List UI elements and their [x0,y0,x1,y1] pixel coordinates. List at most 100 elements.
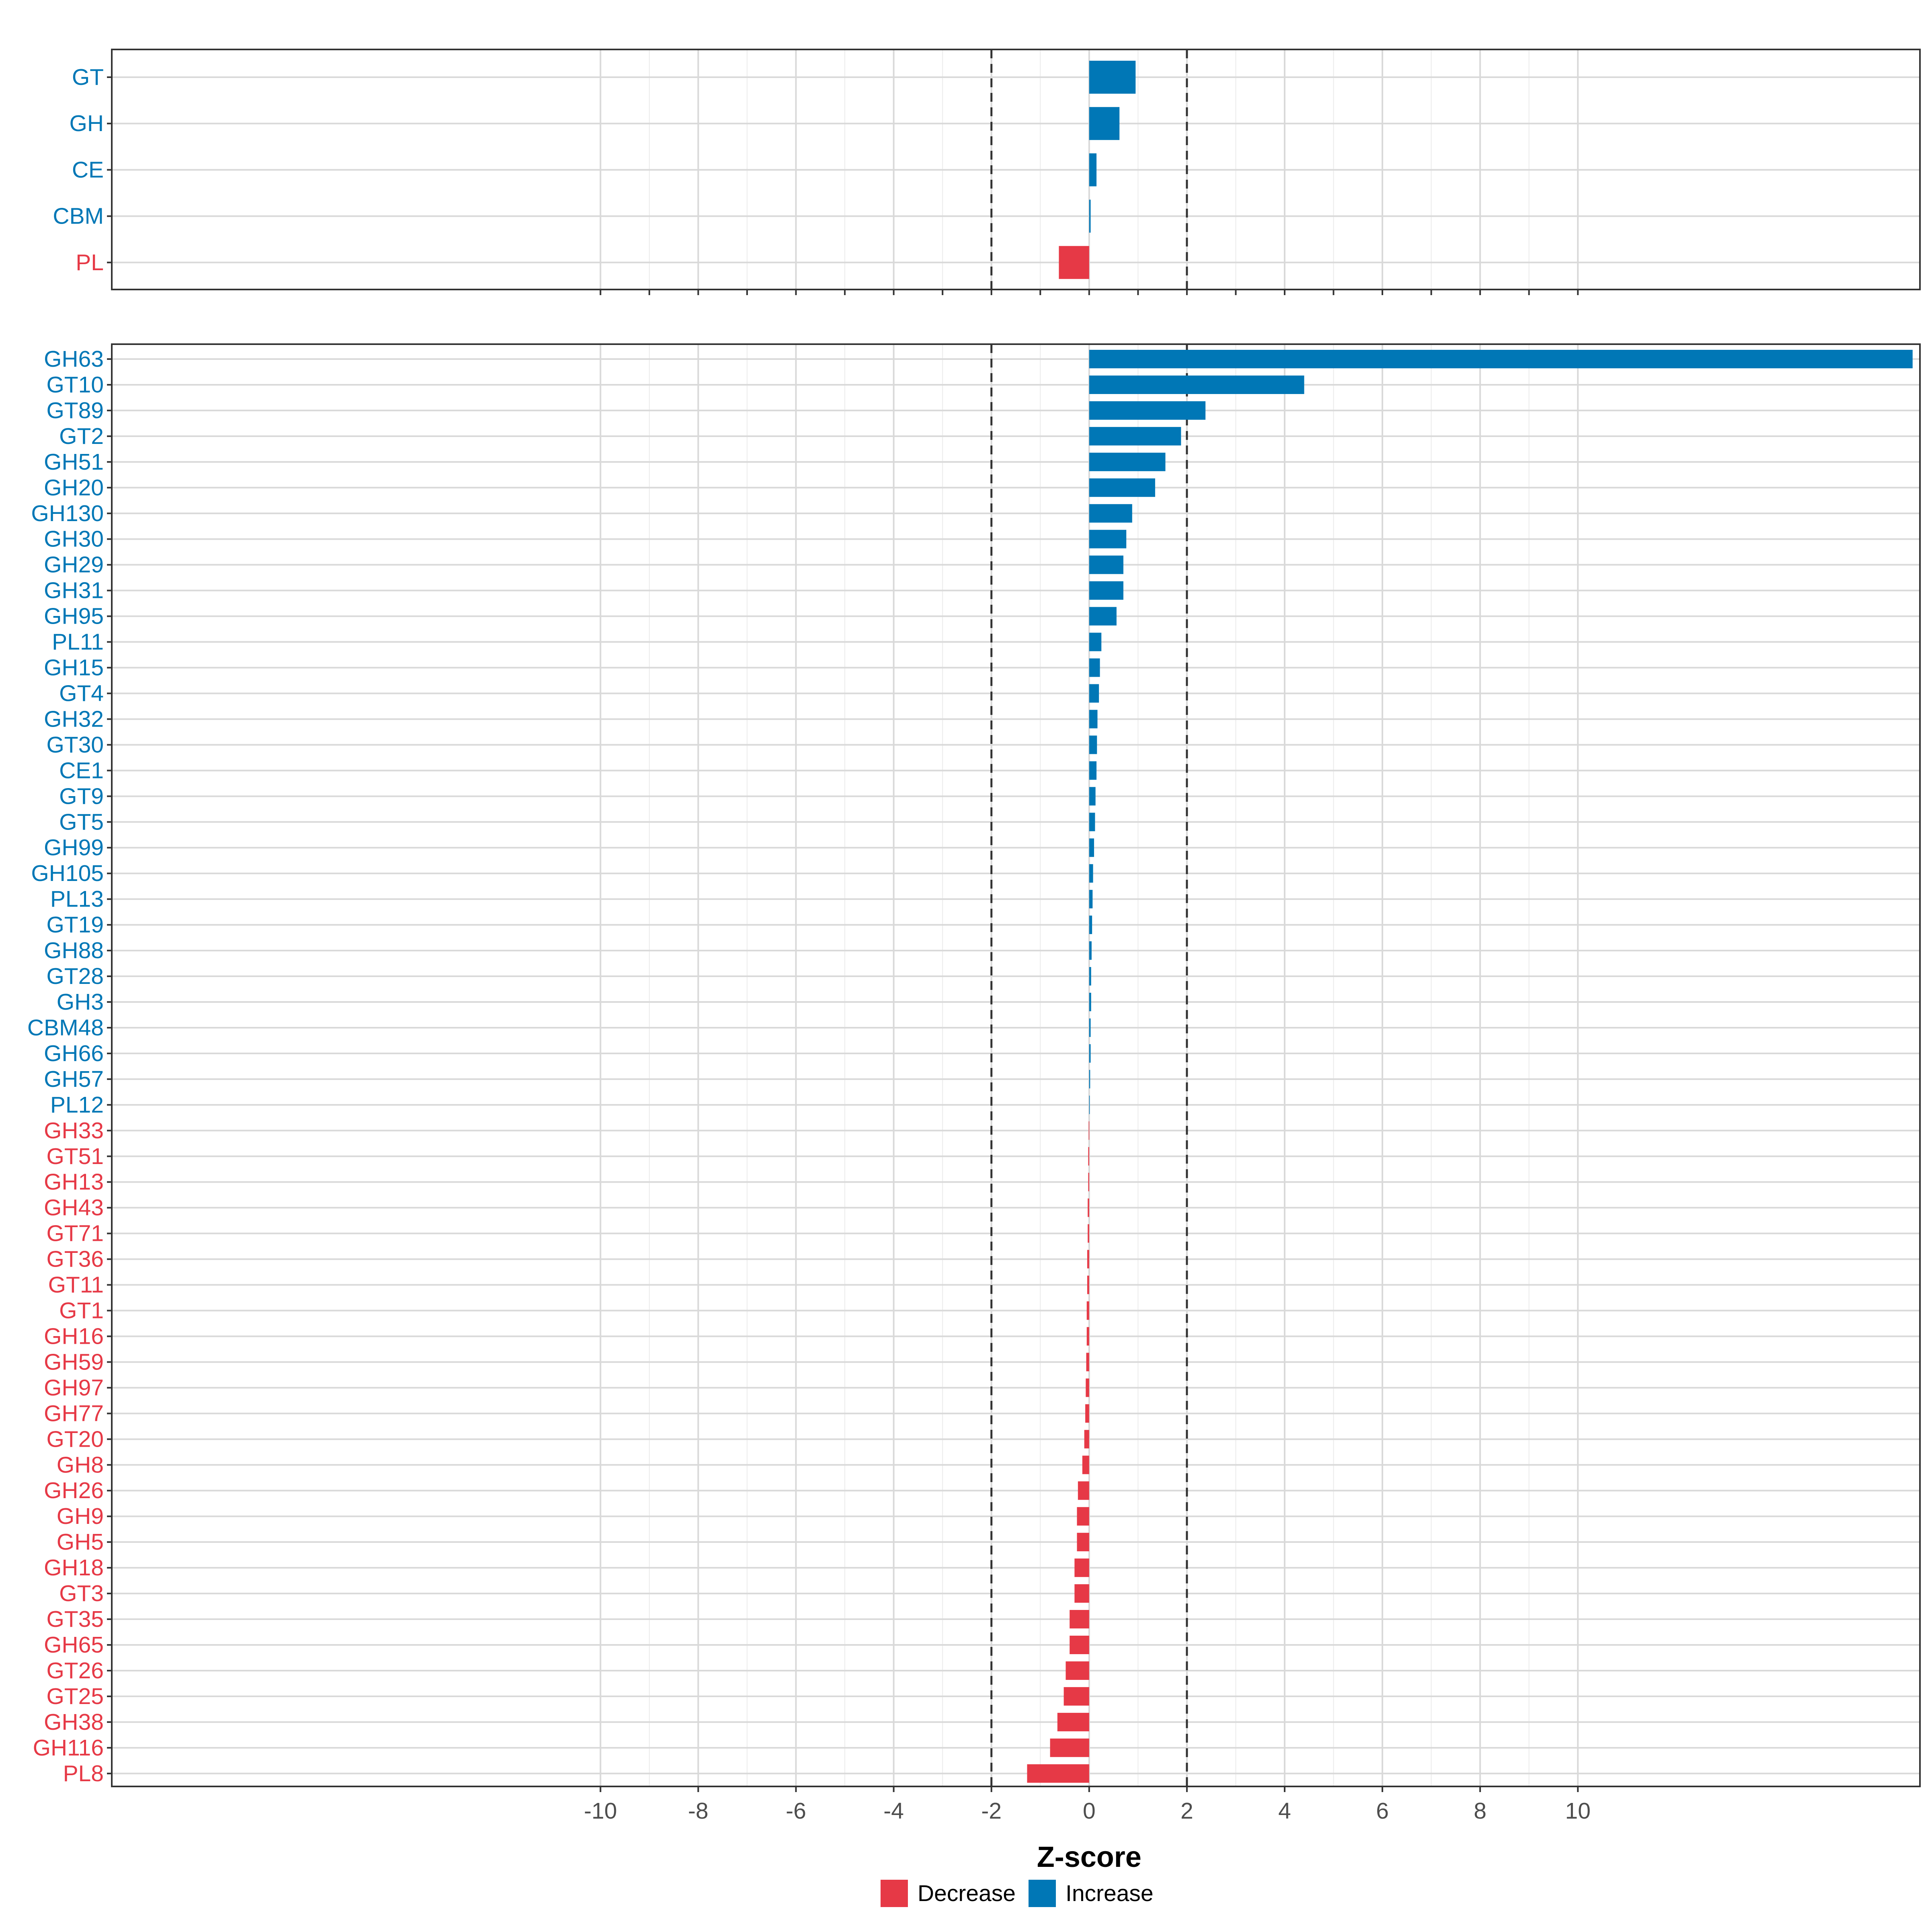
category-label-gh5: GH5 [57,1529,104,1555]
bar-gh99 [1089,838,1094,857]
category-label-gh20: GH20 [44,475,104,501]
panel-1-border [111,49,1921,290]
bar-gt26 [1066,1661,1089,1680]
category-label-gh116: GH116 [33,1735,104,1761]
category-label-gt26: GT26 [46,1658,104,1684]
bar-gh43 [1088,1198,1089,1217]
x-tick-label: -4 [883,1798,904,1824]
bar-gh65 [1070,1636,1089,1654]
category-label-cbm48: CBM48 [27,1015,104,1041]
category-label-gt20: GT20 [46,1426,104,1452]
category-label-gt30: GT30 [46,732,104,758]
category-label-gh99: GH99 [44,835,104,860]
category-label-gt89: GT89 [46,398,104,423]
bar-gt1 [1086,1301,1089,1320]
category-label-gt25: GT25 [46,1684,104,1709]
bar-gh66 [1089,1044,1091,1063]
bar-ce1 [1089,761,1097,780]
bar-ce [1089,153,1097,187]
legend-swatch-decrease [881,1880,908,1907]
category-label-gt10: GT10 [46,372,104,398]
category-label-gh105: GH105 [31,860,104,886]
panel-2-border [111,343,1921,1787]
category-label-gh59: GH59 [44,1349,104,1375]
category-label-gh95: GH95 [44,604,104,629]
bar-gt35 [1070,1610,1089,1629]
category-label-pl13: PL13 [50,886,104,912]
category-label-gh43: GH43 [44,1195,104,1221]
bar-gh31 [1089,581,1123,600]
x-tick-label: 4 [1278,1798,1291,1824]
category-label-gh29: GH29 [44,552,104,578]
category-label-gt36: GT36 [46,1246,104,1272]
category-label-gh8: GH8 [57,1452,104,1478]
bar-pl11 [1089,632,1102,651]
category-label-gh30: GH30 [44,526,104,552]
category-label-pl: PL [76,250,104,275]
bar-gh105 [1089,864,1093,883]
bar-gh88 [1089,941,1092,960]
category-label-gh130: GH130 [31,501,104,526]
category-label-gh26: GH26 [44,1478,104,1503]
x-tick-label: -8 [688,1798,708,1824]
bar-gh8 [1082,1456,1089,1474]
x-tick-label: 2 [1181,1798,1193,1824]
category-label-gt11: GT11 [48,1272,104,1298]
bar-gh59 [1086,1353,1089,1371]
bar-gh30 [1089,530,1127,548]
bar-gh3 [1089,993,1091,1011]
bar-gt51 [1088,1147,1089,1166]
category-label-gh63: GH63 [44,346,104,372]
bar-gh16 [1086,1327,1089,1346]
category-label-gt5: GT5 [59,809,104,835]
category-label-gh: GH [70,111,104,136]
category-label-gh18: GH18 [44,1555,104,1581]
bar-gh29 [1089,555,1123,574]
x-tick-label: 10 [1565,1798,1591,1824]
x-tick-label: -10 [584,1798,617,1824]
bar-gh51 [1089,452,1166,471]
category-label-pl11: PL11 [52,629,104,655]
bar-gh33 [1088,1121,1090,1140]
bar-gh116 [1050,1738,1089,1757]
bar-pl8 [1027,1764,1089,1783]
bar-gt30 [1089,735,1097,754]
category-label-gt: GT [72,64,104,90]
category-label-gh57: GH57 [44,1066,104,1092]
category-label-gh32: GH32 [44,706,104,732]
bar-gh95 [1089,607,1117,626]
category-label-gh15: GH15 [44,655,104,681]
bar-gh77 [1085,1404,1089,1423]
x-tick-label: 8 [1474,1798,1487,1824]
bar-gt9 [1089,787,1096,806]
bar-gh13 [1088,1172,1089,1191]
x-tick-label: 6 [1376,1798,1389,1824]
bar-gh18 [1074,1558,1089,1577]
bar-gh15 [1089,658,1100,677]
category-label-gh31: GH31 [44,578,104,604]
category-label-gt51: GT51 [46,1144,104,1169]
category-label-gh77: GH77 [44,1400,104,1426]
bar-gh26 [1078,1481,1089,1500]
category-label-ce1: CE1 [59,758,104,783]
panel-2-background [112,344,1920,1786]
bar-gt19 [1089,916,1092,934]
bar-gt11 [1087,1275,1089,1294]
bar-pl13 [1089,890,1093,909]
bar-gt36 [1087,1250,1089,1269]
bar-gt89 [1089,401,1206,420]
bar-gh63 [1089,350,1913,368]
category-label-gt1: GT1 [59,1298,104,1324]
bar-gh9 [1077,1507,1089,1526]
category-label-gh66: GH66 [44,1041,104,1066]
bar-gt28 [1089,967,1091,986]
bar-gh [1089,107,1120,140]
category-label-ce: CE [72,157,104,183]
category-label-gh9: GH9 [57,1503,104,1529]
bar-gt20 [1084,1430,1089,1449]
bar-gt4 [1089,684,1099,703]
category-label-gh51: GH51 [44,449,104,475]
category-label-gt9: GT9 [59,783,104,809]
